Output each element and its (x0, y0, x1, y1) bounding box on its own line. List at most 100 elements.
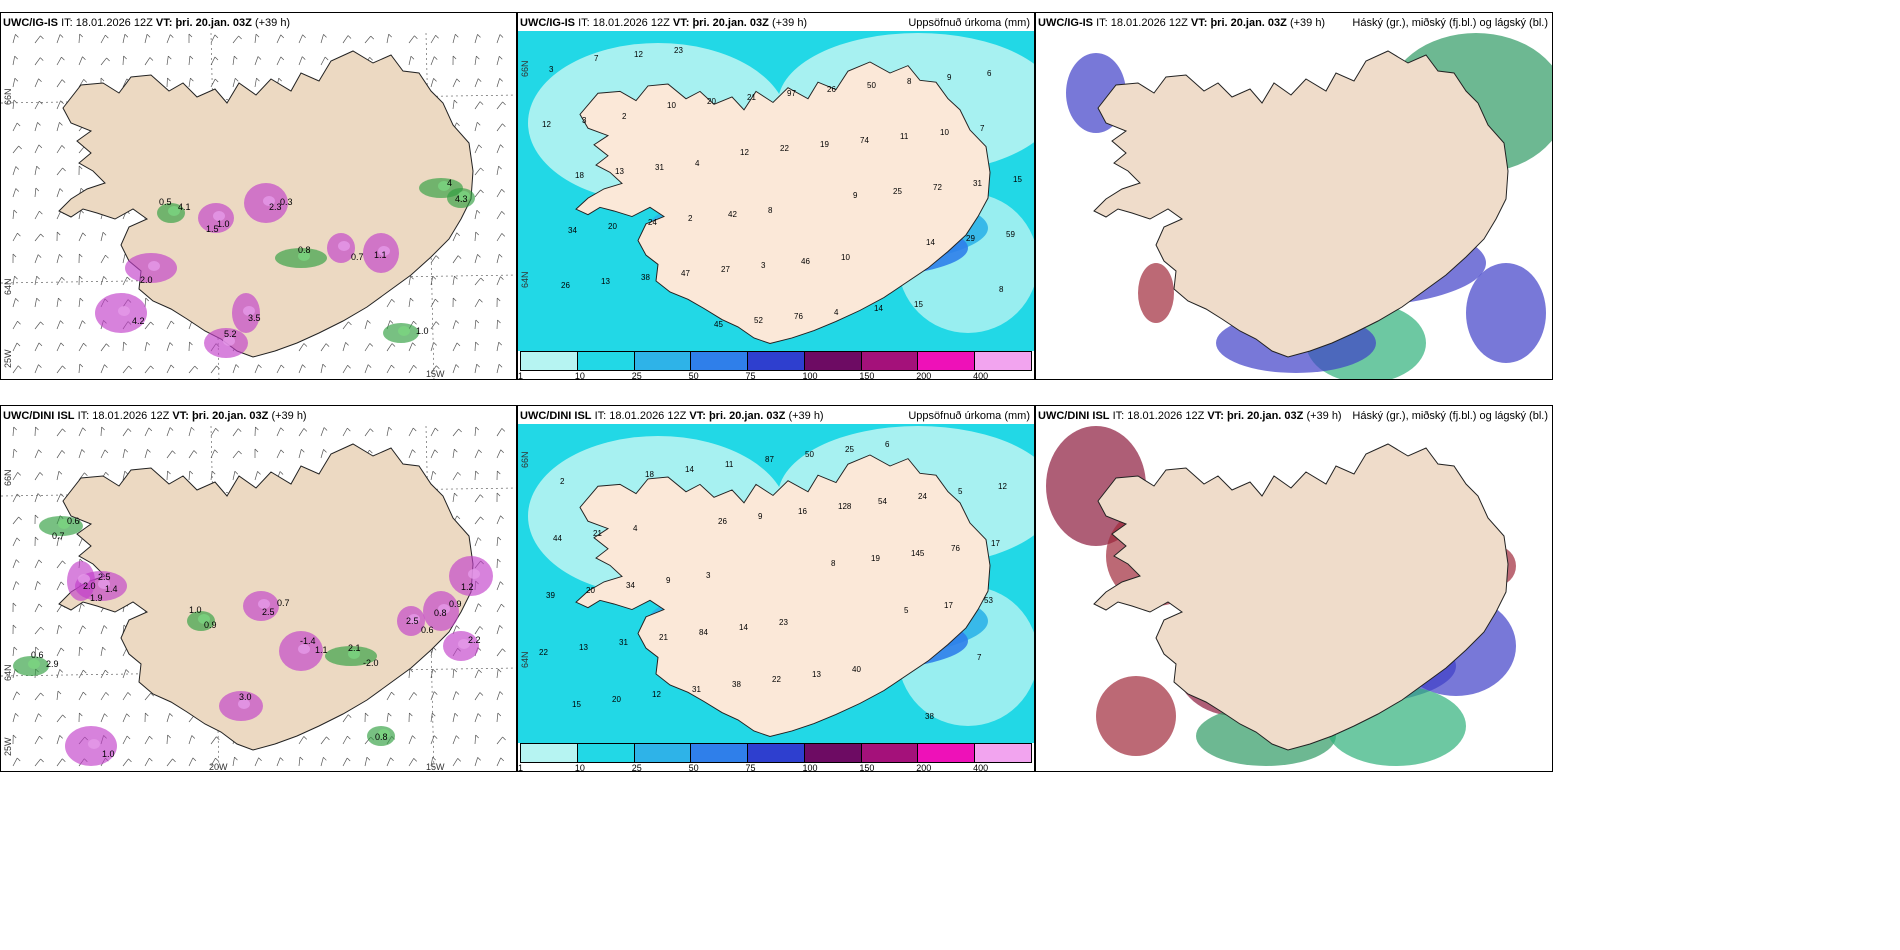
precip-value: 1.9 (90, 593, 103, 603)
accum-value: 18 (575, 171, 584, 180)
colorbar-swatch (975, 744, 1032, 762)
precip-value: 1.1 (374, 250, 387, 260)
accum-value: 24 (648, 218, 657, 227)
colorbar-swatch (975, 352, 1032, 370)
precip-cells (13, 516, 493, 766)
accum-value: 54 (878, 497, 887, 506)
accum-value: 5 (904, 606, 909, 615)
lat-label-66: 66N (3, 88, 13, 105)
accum-value: 15 (572, 700, 581, 709)
accum-value: 15 (914, 300, 923, 309)
lat-label-66: 66N (3, 469, 13, 486)
precip-type-map: 1.0 2.51.1 2.10.60.80.61.92.02.93.01.00.82… (1, 425, 516, 771)
accum-value: 42 (728, 210, 737, 219)
accum-value: 31 (692, 685, 701, 694)
colorbar-tick: 10 (574, 371, 585, 380)
colorbar-tick: 200 (916, 763, 932, 772)
lat-label-64: 64N (3, 278, 13, 295)
colorbar-swatch (691, 744, 749, 762)
precip-value: 0.3 (280, 197, 293, 207)
accum-value: 50 (867, 81, 876, 90)
colorbar-tick: 1 (518, 371, 524, 380)
accum-value: 12 (998, 482, 1007, 491)
accum-value: 38 (732, 680, 741, 689)
precip-value: 0.6 (31, 650, 44, 660)
map-panel-3: UWC/IG-IS IT: 18.01.2026 12Z VT: þri. 20… (1035, 12, 1553, 380)
accum-value: 20 (707, 97, 716, 106)
accum-value: 19 (871, 554, 880, 563)
accum-value: 31 (973, 179, 982, 188)
colorbar-tick: 75 (745, 763, 756, 772)
precip-value: 0.7 (277, 598, 290, 608)
accum-value: 26 (827, 85, 836, 94)
panel-header: UWC/IG-IS IT: 18.01.2026 12Z VT: þri. 20… (1038, 17, 1548, 29)
accum-value: 12 (652, 690, 661, 699)
cloud-cover-map (1066, 33, 1552, 379)
accum-value: 11 (900, 132, 909, 141)
accum-value: 8 (831, 559, 836, 568)
accum-value: 31 (619, 638, 628, 647)
precip-value: 0.7 (52, 531, 65, 541)
accum-precip-map: 2432340381221914136544348422252417202138… (518, 424, 1034, 743)
map-panel-2: UWC/IG-IS IT: 18.01.2026 12Z VT: þri. 20… (517, 12, 1035, 380)
accum-value: 19 (820, 140, 829, 149)
colorbar-swatch (918, 744, 976, 762)
precip-value: 1.2 (461, 582, 474, 592)
accum-value: 7 (977, 653, 982, 662)
accum-value: 8 (999, 285, 1004, 294)
colorbar-swatch (861, 352, 919, 370)
accum-value: 31 (655, 163, 664, 172)
accum-value: 97 (787, 89, 796, 98)
accum-value: 10 (841, 253, 850, 262)
accum-value: 14 (926, 238, 935, 247)
colorbar-tick: 25 (631, 371, 642, 380)
colorbar-swatch (861, 744, 919, 762)
panel-header: UWC/IG-IS IT: 18.01.2026 12Z VT: þri. 20… (3, 17, 291, 29)
precip-value: 4.1 (178, 202, 191, 212)
iceland-landmass (575, 454, 991, 737)
colorbar-tick: 1 (518, 763, 524, 772)
accum-precip-map: 3248101563314246149121323487182427765010… (518, 31, 1034, 351)
accum-value: 8 (768, 206, 773, 215)
iceland-landmass (1093, 50, 1509, 358)
accum-value: 23 (779, 618, 788, 627)
colorbar-tick: 50 (688, 371, 699, 380)
colorbar-swatch (521, 352, 578, 370)
panel-title-right: Háský (gr.), miðský (fj.bl.) og lágský (… (1352, 17, 1548, 29)
accum-value-labels: 3248101563314246149121323487182427765010… (542, 46, 1022, 329)
lat-label-25w: 25W (3, 737, 13, 756)
panel-header: UWC/IG-IS IT: 18.01.2026 12Z VT: þri. 20… (520, 17, 1030, 29)
precip-value: 0.8 (434, 608, 447, 618)
accum-value: 38 (925, 712, 934, 721)
precip-value: 2.5 (262, 607, 275, 617)
precip-value: 1.4 (105, 584, 118, 594)
accum-value: 59 (1006, 230, 1015, 239)
lat-label-65: 66N (520, 60, 530, 77)
colorbar-swatch (804, 744, 862, 762)
accum-value: 4 (834, 308, 839, 317)
panel-title-right: Uppsöfnuð úrkoma (mm) (908, 17, 1030, 29)
accum-value: 76 (794, 312, 803, 321)
accum-value: 26 (718, 517, 727, 526)
accum-value: 7 (594, 54, 599, 63)
precip-value: 5.2 (224, 329, 237, 339)
map-panel-4: UWC/DINI ISL IT: 18.01.2026 12Z VT: þri.… (0, 405, 517, 772)
map-panel-1: UWC/IG-IS IT: 18.01.2026 12Z VT: þri. 20… (0, 12, 517, 380)
accum-value: 15 (1013, 175, 1022, 184)
accum-value: 17 (991, 539, 1000, 548)
colorbar-swatch (918, 352, 976, 370)
accum-value: 11 (725, 460, 734, 469)
accum-value: 13 (615, 167, 624, 176)
accum-value: 53 (984, 596, 993, 605)
precip-value: 2.0 (83, 581, 96, 591)
accum-value: 4 (633, 524, 638, 533)
accum-value: 25 (893, 187, 902, 196)
precip-value: 4.3 (455, 194, 468, 204)
accum-value: 20 (608, 222, 617, 231)
precip-value: -2.0 (363, 658, 379, 668)
accum-value: 50 (805, 450, 814, 459)
accum-value: 87 (765, 455, 774, 464)
accum-value: 16 (798, 507, 807, 516)
precip-value: 1.1 (315, 645, 328, 655)
colorbar: 1 10 25 50 75 100 150 200 400 (518, 743, 1032, 772)
